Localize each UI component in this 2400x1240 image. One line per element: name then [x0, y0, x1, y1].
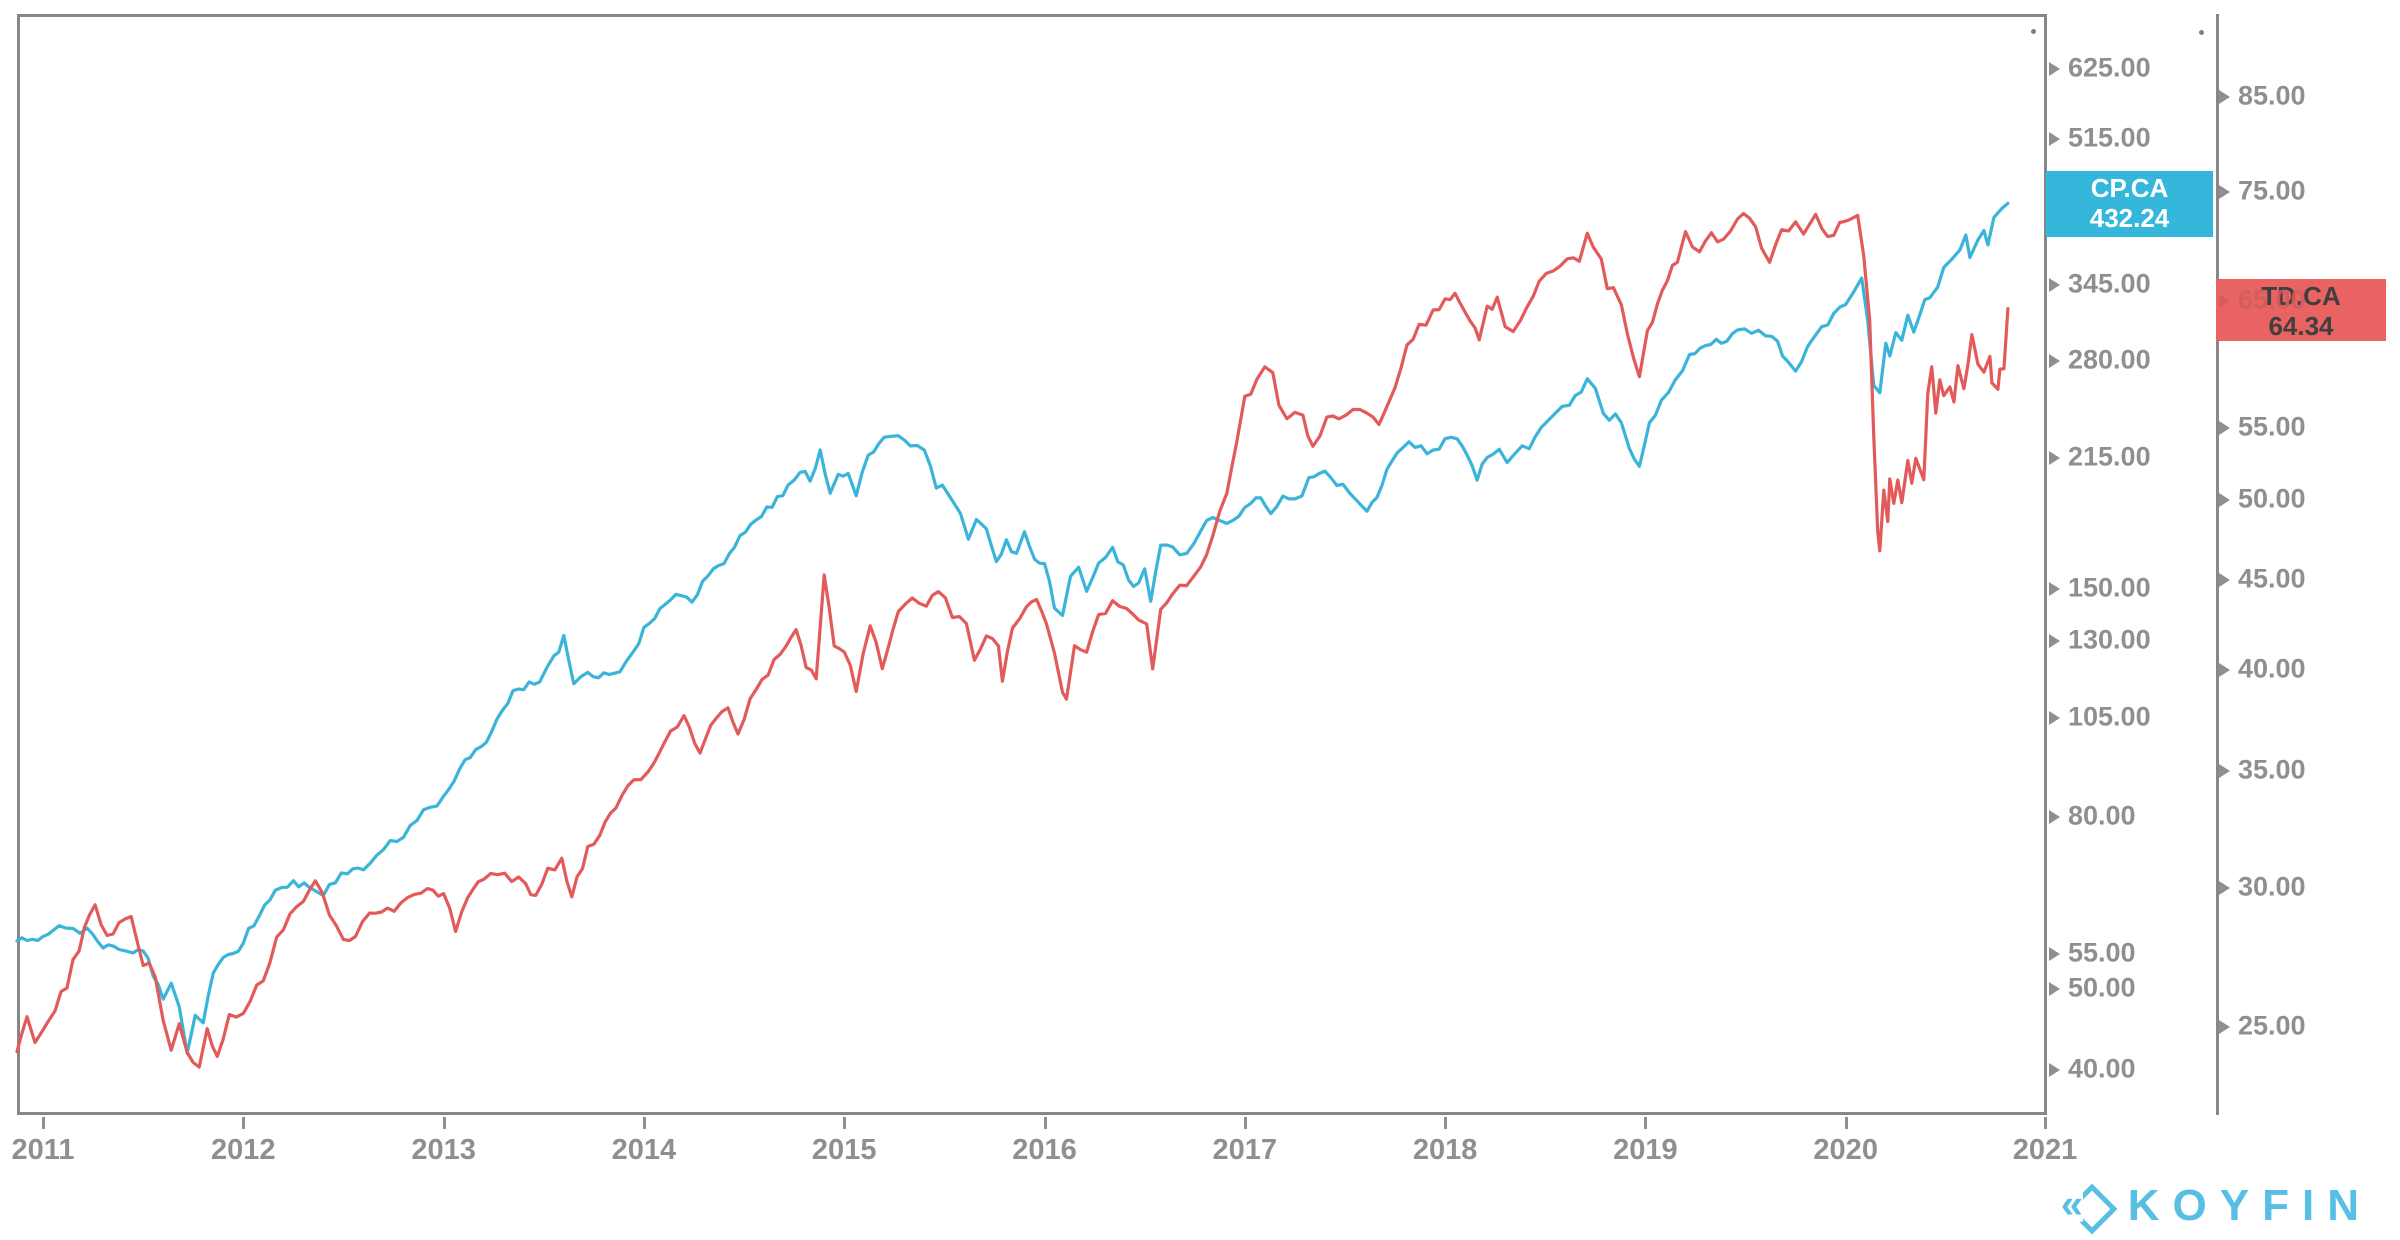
- x-tick-label: 2017: [1212, 1134, 1278, 1166]
- td-badge-ticker: TD.CA: [2261, 280, 2341, 311]
- y-tick-arrow-icon: [2219, 881, 2230, 896]
- y-tick-label: 40.00: [2068, 1053, 2136, 1084]
- x-tick-mark: [42, 1117, 45, 1129]
- x-tick-label: 2012: [211, 1134, 276, 1166]
- y-tick-arrow-icon: [2049, 810, 2060, 825]
- y-tick-label: 80.00: [2068, 801, 2136, 832]
- y-tick-arrow-icon: [2049, 62, 2060, 76]
- cp-price-badge[interactable]: CP.CA 432.24: [2046, 171, 2213, 238]
- td-price-axis-line[interactable]: [2216, 14, 2219, 1115]
- y-tick-arrow-icon: [2049, 981, 2060, 996]
- stray-dot: [2031, 29, 2036, 34]
- y-tick-arrow-icon: [2049, 1062, 2060, 1077]
- x-tick-mark: [1844, 1117, 1848, 1129]
- cp-ca-series-line[interactable]: [15, 201, 2010, 1056]
- y-tick-label: 40.00: [2238, 653, 2306, 684]
- y-tick-label: 515.00: [2068, 123, 2151, 154]
- x-tick-label: 2021: [2012, 1134, 2078, 1166]
- y-tick-arrow-icon: [2049, 633, 2060, 648]
- y-tick-label: 25.00: [2238, 1010, 2306, 1041]
- plot-area[interactable]: [17, 14, 2047, 1115]
- y-tick-label: 345.00: [2068, 268, 2151, 299]
- y-tick-label: 65.00: [2238, 284, 2306, 315]
- x-tick-label: 2020: [1813, 1134, 1878, 1166]
- x-tick-label: 2011: [11, 1134, 75, 1166]
- td-price-badge[interactable]: TD.CA 64.34: [2216, 278, 2386, 341]
- y-tick-label: 105.00: [2068, 702, 2151, 733]
- y-tick-arrow-icon: [2219, 493, 2230, 508]
- x-tick-mark: [442, 1117, 446, 1129]
- y-tick-label: 55.00: [2238, 411, 2306, 442]
- cp-badge-ticker: CP.CA: [2090, 173, 2169, 204]
- x-tick-mark: [642, 1117, 646, 1129]
- y-tick-arrow-icon: [2219, 185, 2230, 200]
- koyfin-logo-icon: «: [2060, 1182, 2118, 1235]
- y-tick-label: 75.00: [2238, 175, 2306, 206]
- x-tick-label: 2013: [411, 1134, 476, 1166]
- y-tick-arrow-icon: [2049, 581, 2060, 596]
- x-tick-mark: [1444, 1117, 1448, 1129]
- y-tick-label: 55.00: [2068, 937, 2136, 968]
- y-tick-arrow-icon: [2049, 132, 2060, 147]
- x-tick-mark: [1043, 1117, 1047, 1129]
- x-tick-label: 2018: [1412, 1134, 1478, 1166]
- y-tick-label: 50.00: [2238, 483, 2306, 514]
- y-tick-arrow-icon: [2219, 90, 2230, 104]
- y-tick-label: 35.00: [2238, 754, 2306, 785]
- cp-badge-price: 432.24: [2089, 203, 2170, 234]
- y-tick-label: 130.00: [2068, 624, 2151, 655]
- x-tick-label: 2015: [811, 1134, 877, 1166]
- y-tick-arrow-icon: [2219, 573, 2230, 588]
- y-tick-label: 215.00: [2068, 441, 2151, 472]
- x-tick-mark: [1243, 1117, 1247, 1129]
- x-tick-label: 2016: [1012, 1134, 1077, 1166]
- y-tick-arrow-icon: [2049, 278, 2060, 293]
- y-tick-arrow-icon: [2049, 450, 2060, 465]
- double-chevron-icon: «: [2060, 1182, 2084, 1227]
- y-tick-label: 50.00: [2068, 972, 2136, 1003]
- y-tick-label: 280.00: [2068, 344, 2151, 375]
- x-tick-mark: [843, 1117, 847, 1129]
- y-tick-label: 30.00: [2238, 871, 2306, 902]
- y-tick-arrow-icon: [2219, 662, 2230, 677]
- koyfin-logo[interactable]: « KOYFIN: [2060, 1181, 2372, 1235]
- y-tick-arrow-icon: [2049, 354, 2060, 369]
- koyfin-logo-text: KOYFIN: [2127, 1181, 2372, 1230]
- td-ca-series-line[interactable]: [15, 211, 2010, 1069]
- x-tick-label: 2019: [1613, 1134, 1678, 1166]
- y-tick-arrow-icon: [2219, 293, 2230, 308]
- td-badge-price: 64.34: [2268, 310, 2334, 341]
- y-tick-label: 85.00: [2238, 80, 2306, 111]
- y-tick-label: 625.00: [2068, 52, 2151, 83]
- x-tick-mark: [2044, 1117, 2047, 1129]
- y-tick-arrow-icon: [2049, 711, 2060, 726]
- x-tick-label: 2014: [611, 1134, 677, 1166]
- x-tick-mark: [1644, 1117, 1648, 1129]
- y-tick-label: 45.00: [2238, 563, 2306, 594]
- y-tick-arrow-icon: [2219, 420, 2230, 435]
- y-tick-label: 150.00: [2068, 572, 2151, 603]
- y-tick-arrow-icon: [2219, 1019, 2230, 1034]
- y-tick-arrow-icon: [2049, 946, 2060, 961]
- y-tick-arrow-icon: [2219, 764, 2230, 779]
- stray-dot: [2199, 30, 2204, 35]
- x-tick-mark: [242, 1117, 246, 1129]
